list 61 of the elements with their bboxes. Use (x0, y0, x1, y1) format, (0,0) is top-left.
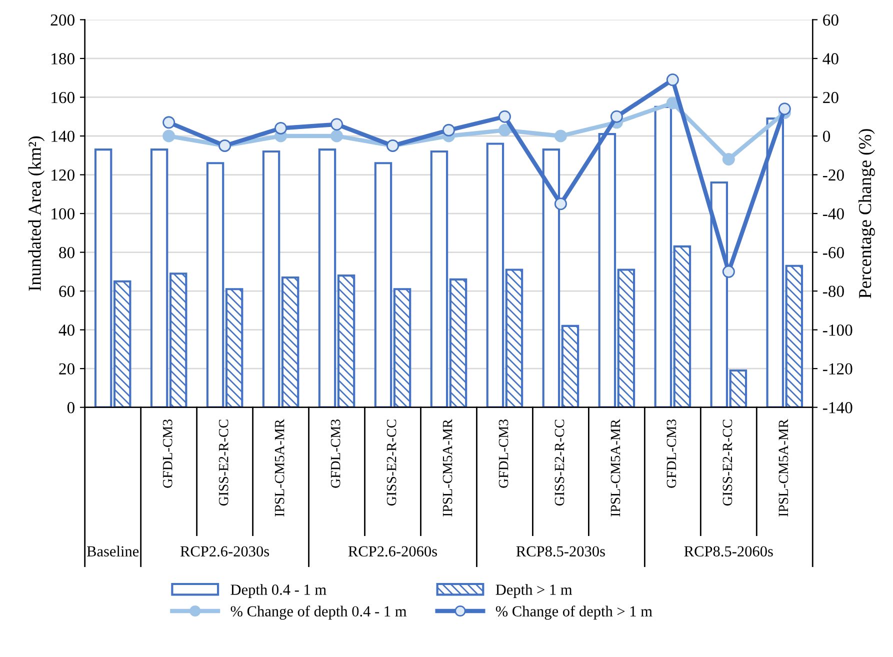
y2-tick-label: -120 (822, 363, 852, 375)
x-tick-label: IPSL-CM5A-MR (610, 418, 620, 516)
y-tick-label: 100 (52, 208, 74, 220)
text: RCP8.5-2030s (516, 546, 605, 557)
y2-tick-label: 40 (822, 53, 838, 64)
y-tick-label: 200 (50, 14, 74, 26)
text: RCP8.5-2060s (684, 546, 773, 557)
x-tick-label: IPSL-CM5A-MR (778, 418, 788, 516)
point (162, 130, 176, 142)
y-tick-label: 160 (52, 92, 74, 104)
y2-tick-label: -20 (822, 169, 844, 181)
y-tick-label: 60 (59, 286, 74, 297)
x-tick-label: GISS-E2-R-CC (722, 420, 732, 506)
x-tick-label: IPSL-CM5A-MR (442, 418, 452, 516)
point (162, 116, 176, 129)
text: Baseline (86, 546, 139, 557)
legend-label: % Change of depth > 1 m (496, 606, 652, 620)
y-tick-label: 80 (59, 246, 74, 258)
point (722, 265, 735, 278)
y2-tick-label: -80 (822, 286, 844, 297)
y2-axis-title: Percentage Change (%) (858, 129, 875, 298)
point (274, 122, 288, 134)
point (666, 96, 679, 110)
y-tick-label: 120 (52, 169, 74, 181)
y2-tick-label: 20 (823, 92, 838, 104)
x-tick-label: GISS-E2-R-CC (554, 420, 564, 506)
x-tick-label: GFDL-CM3 (498, 420, 508, 488)
y-tick-label: 0 (67, 402, 74, 414)
y-tick-label: 180 (52, 53, 74, 64)
x-tick-label: GISS-E2-R-CC (218, 420, 228, 506)
y-tick-label: 20 (59, 363, 74, 375)
x-tick-label: GFDL-CM3 (330, 420, 340, 488)
point (330, 118, 344, 131)
y-tick-label: 140 (52, 130, 74, 142)
point (498, 110, 511, 123)
legend-label: Depth 0.4 - 1 m (230, 584, 326, 598)
point (442, 124, 455, 136)
y-tick-label: 40 (58, 324, 74, 336)
point (722, 153, 735, 166)
y2-tick-label: -100 (822, 324, 852, 336)
y2-tick-label: -40 (822, 208, 844, 220)
y2-tick-label: -60 (822, 246, 844, 258)
y2-tick-label: 60 (823, 14, 838, 26)
point (778, 102, 791, 116)
y2-tick-label: -140 (822, 402, 852, 414)
legend-label: % Change of depth 0.4 - 1 m (230, 606, 407, 620)
y-axis-title: Inundated Area (km²) (28, 136, 45, 291)
legend-label: Depth > 1 m (496, 584, 572, 598)
x-tick-label: GFDL-CM3 (666, 420, 676, 488)
x-tick-label: IPSL-CM5A-MR (274, 418, 284, 516)
point (610, 110, 623, 123)
point (554, 130, 567, 142)
text: RCP2.6-2030s (180, 546, 270, 557)
text: RCP2.6-2060s (348, 546, 437, 557)
point (498, 124, 511, 136)
x-tick-label: GFDL-CM3 (162, 420, 172, 488)
point (330, 130, 344, 142)
point (554, 198, 567, 210)
point (666, 74, 679, 86)
y2-tick-label: 0 (822, 130, 830, 142)
x-tick-label: GISS-E2-R-CC (386, 420, 396, 506)
